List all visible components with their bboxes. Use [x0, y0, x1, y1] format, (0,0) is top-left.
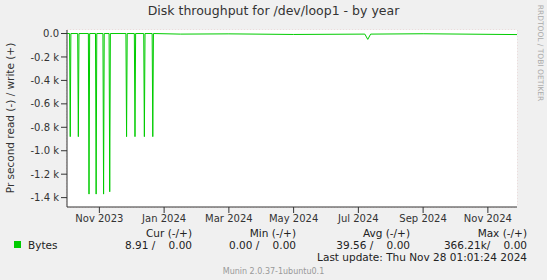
- svg-text:Mar 2024: Mar 2024: [205, 213, 253, 224]
- svg-text:Jan 2024: Jan 2024: [141, 213, 186, 224]
- svg-text:-1.2 k: -1.2 k: [31, 169, 60, 180]
- html-text:8.91 / 0.00: 8.91 / 0.00: [125, 239, 192, 251]
- svg-text:-1.0 k: -1.0 k: [31, 145, 60, 156]
- html-text:Disk throughput for /dev/loop1: Disk throughput for /dev/loop1 - by year: [147, 3, 400, 18]
- html-text:Min (-/+): Min (-/+): [249, 227, 296, 239]
- html-text:Last update: Thu Nov 28 01:01:: Last update: Thu Nov 28 01:01:24 2024: [317, 251, 527, 263]
- html-text:39.56 / 0.00: 39.56 / 0.00: [336, 239, 410, 251]
- html-text:366.21k/ 0.00: 366.21k/ 0.00: [443, 239, 527, 251]
- html-text:0.00 / 0.00: 0.00 / 0.00: [229, 239, 296, 251]
- svg-text:May 2024: May 2024: [269, 213, 318, 224]
- html-text:Munin 2.0.37-1ubuntu0.1: Munin 2.0.37-1ubuntu0.1: [222, 267, 325, 276]
- svg-text:Nov 2024: Nov 2024: [464, 213, 512, 224]
- svg-text:-0.8 k: -0.8 k: [31, 122, 60, 133]
- svg-text:-0.2 k: -0.2 k: [31, 52, 60, 63]
- html-text:RRDTOOL / TOBI OETIKER: RRDTOOL / TOBI OETIKER: [536, 4, 545, 102]
- svg-text:-0.4 k: -0.4 k: [31, 75, 60, 86]
- svg-text:Nov 2023: Nov 2023: [75, 213, 123, 224]
- html-text:Max (-/+): Max (-/+): [477, 227, 527, 239]
- svg-text:-0.6 k: -0.6 k: [31, 98, 60, 109]
- svg-text:-1.4 k: -1.4 k: [31, 192, 60, 203]
- svg-text:Sep 2024: Sep 2024: [399, 213, 446, 224]
- html-text:Bytes: Bytes: [28, 239, 58, 251]
- html-text:Pr second read (-) / write (+): Pr second read (-) / write (+): [4, 42, 16, 194]
- svg-text:Jul 2024: Jul 2024: [337, 213, 379, 224]
- svg-text:0.0: 0.0: [43, 28, 59, 39]
- html-text:Cur (-/+): Cur (-/+): [146, 227, 192, 239]
- html-text:Avg (-/+): Avg (-/+): [362, 227, 410, 239]
